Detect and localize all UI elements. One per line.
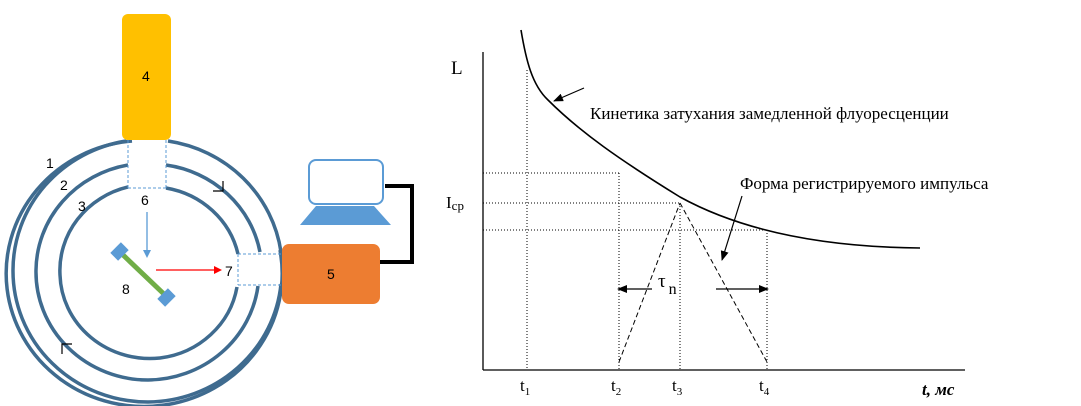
y-axis-label: L xyxy=(451,58,463,79)
corner-mark-top-right xyxy=(213,181,224,192)
annotation-decay: Кинетика затухания замедленной флуоресце… xyxy=(590,104,949,123)
ring-1-outer xyxy=(4,139,284,406)
entrance-window-dashed xyxy=(127,140,167,189)
ring-3 xyxy=(58,185,239,361)
label-detector: 5 xyxy=(327,266,335,282)
tick-t2: t2 xyxy=(611,376,621,398)
ring-1 xyxy=(11,139,283,404)
exit-window-dashed xyxy=(237,253,282,286)
monitor-screen xyxy=(308,159,384,205)
i-avg-main: I xyxy=(446,193,452,212)
label-ring-2: 2 xyxy=(60,177,68,193)
setup-diagram: 1 2 3 4 5 6 7 8 xyxy=(4,14,414,406)
label-sample: 8 xyxy=(122,281,130,297)
i-avg-sub: ср xyxy=(452,198,464,213)
tick-t4: t4 xyxy=(759,376,770,398)
horizontal-guides xyxy=(483,172,767,231)
i-avg-label: Iср xyxy=(446,193,464,213)
vertical-guides xyxy=(526,70,768,370)
ring-3-upper-right xyxy=(165,186,240,255)
ring-1-upper-right xyxy=(167,139,283,253)
pulse-shape xyxy=(618,202,768,363)
sample-cuvette xyxy=(110,242,176,307)
x-axis-label: t, мс xyxy=(922,380,955,399)
ring-2 xyxy=(34,163,260,382)
ring-2-upper-right xyxy=(165,163,262,253)
cable xyxy=(380,184,414,264)
label-ring-3: 3 xyxy=(78,198,86,214)
label-entrance-window: 6 xyxy=(141,192,149,208)
monitor-base xyxy=(300,206,391,225)
corner-mark-bottom-left xyxy=(61,343,72,354)
label-ring-1: 1 xyxy=(46,155,54,171)
annotation-pulse: Форма регистрируемого импульса xyxy=(740,174,989,193)
decay-pointer xyxy=(553,87,585,102)
light-source xyxy=(122,14,171,140)
pulse-pointer xyxy=(720,195,743,261)
tick-t1: t1 xyxy=(520,376,530,398)
label-exit-window: 7 xyxy=(225,263,233,279)
decay-curve xyxy=(520,29,921,249)
detector xyxy=(282,244,380,304)
label-light-source: 4 xyxy=(142,68,150,84)
tick-t3: t3 xyxy=(672,376,683,398)
